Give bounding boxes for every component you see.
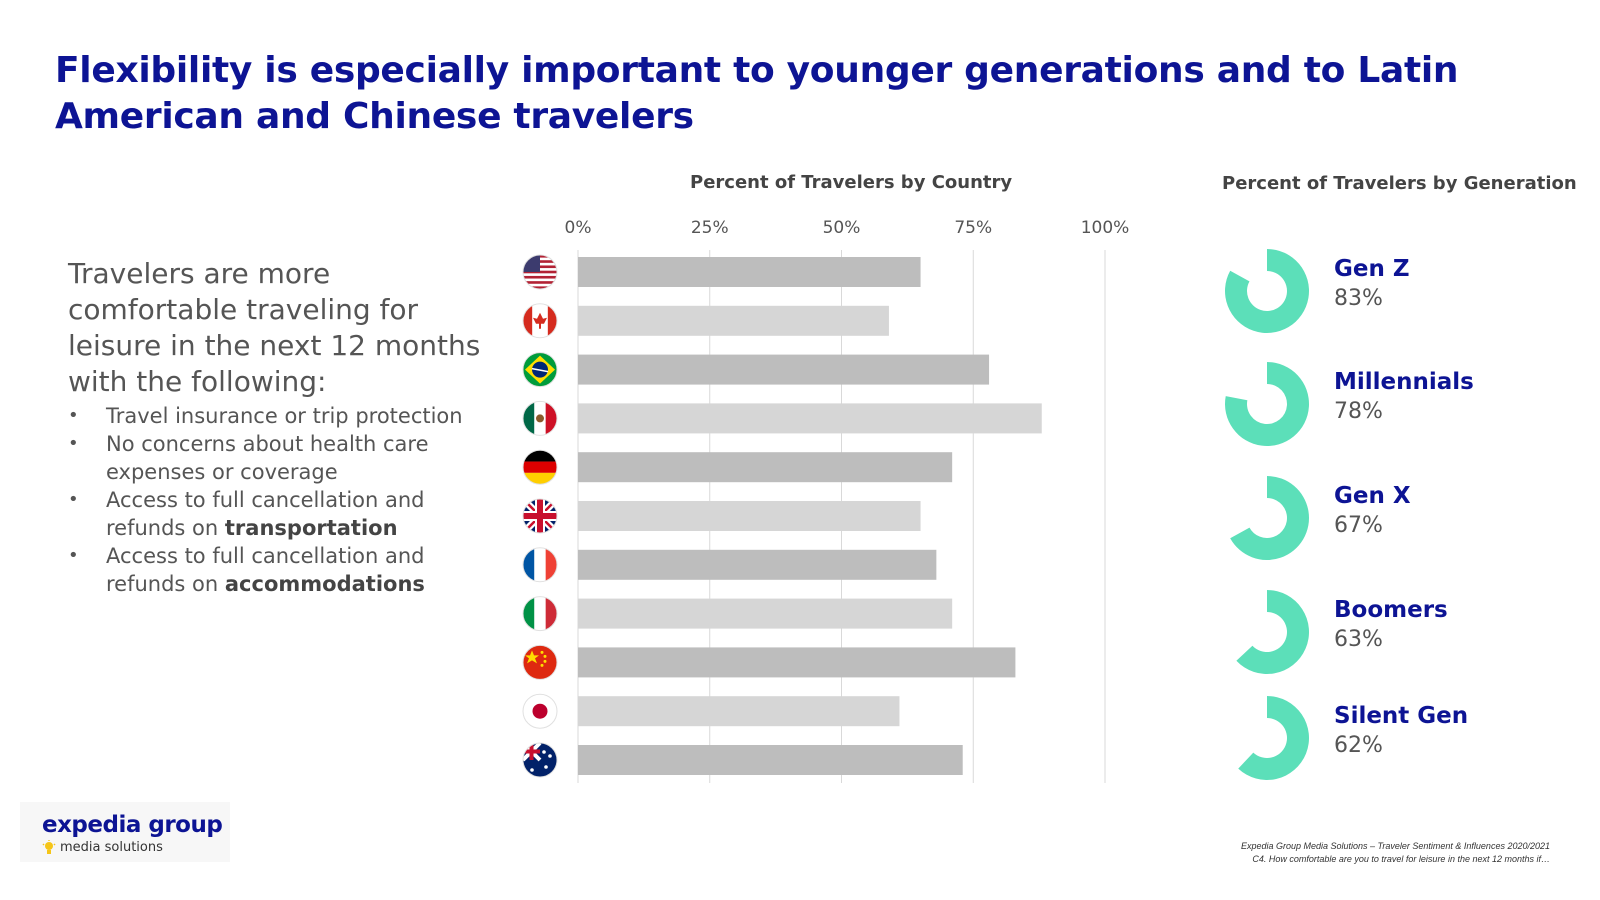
- x-tick-label: 0%: [565, 218, 592, 238]
- donut-chart: [1238, 696, 1309, 780]
- japan-flag-icon: [522, 693, 558, 729]
- generation-item: Gen X 67%: [1224, 475, 1544, 565]
- generation-value: 63%: [1334, 627, 1383, 652]
- generation-value: 83%: [1334, 286, 1383, 311]
- logo-subtitle: media solutions: [60, 840, 163, 855]
- generation-value: 62%: [1334, 733, 1383, 758]
- donut-chart: [1225, 249, 1309, 333]
- bullet-item: Access to full cancellation and refunds …: [68, 486, 488, 542]
- donut-segment: [1238, 696, 1309, 780]
- donut-chart: [1230, 476, 1309, 560]
- bar: [578, 257, 921, 287]
- bullet-bold: transportation: [224, 516, 398, 540]
- bullet-text: No concerns about health care expenses o…: [106, 432, 429, 484]
- bar: [578, 598, 953, 629]
- country-bar-chart: 0% 25% 50% 75% 100%: [522, 218, 1130, 783]
- donut-segment: [1230, 476, 1309, 560]
- bullet-item: Access to full cancellation and refunds …: [68, 542, 488, 598]
- donut-chart: [1236, 590, 1309, 674]
- bar: [578, 696, 900, 727]
- intro-text: Travelers are more comfortable traveling…: [68, 257, 481, 398]
- us-flag-icon: [522, 254, 558, 290]
- generation-name: Boomers: [1334, 597, 1448, 623]
- generation-item: Gen Z 83%: [1224, 248, 1544, 338]
- mexico-flag-icon: [522, 400, 558, 436]
- footnote-source: Expedia Group Media Solutions – Traveler…: [1240, 841, 1550, 851]
- france-flag-icon: [522, 547, 558, 583]
- x-tick-label: 100%: [1081, 218, 1130, 238]
- x-tick-label: 25%: [691, 218, 729, 238]
- footnote-question: C4. How comfortable are you to travel fo…: [1252, 854, 1550, 864]
- logo-wordmark: expedia group: [42, 812, 223, 838]
- donut-segment: [1225, 249, 1309, 333]
- bar: [578, 501, 921, 531]
- generation-item: Silent Gen 62%: [1224, 695, 1544, 785]
- x-tick-label: 50%: [823, 218, 861, 238]
- bar: [578, 745, 963, 775]
- lightbulb-icon: [42, 840, 56, 854]
- bar: [578, 452, 953, 483]
- bar: [578, 647, 1016, 678]
- australia-flag-icon: [522, 742, 558, 778]
- page-title: Flexibility is especially important to y…: [55, 50, 1459, 137]
- x-tick-label: 75%: [954, 218, 992, 238]
- footnote: Expedia Group Media Solutions – Traveler…: [1241, 840, 1550, 866]
- donut-segment: [1236, 590, 1309, 674]
- bullet-list: Travel insurance or trip protection No c…: [68, 402, 488, 598]
- donut-chart: [1225, 362, 1309, 446]
- uk-flag-icon: [522, 498, 558, 534]
- bullet-text: Access to full cancellation and refunds …: [106, 488, 425, 540]
- generation-value: 67%: [1334, 513, 1383, 538]
- generation-name: Gen X: [1334, 483, 1411, 509]
- bullet-text: Travel insurance or trip protection: [106, 404, 463, 428]
- generation-name: Millennials: [1334, 369, 1474, 395]
- china-flag-icon: [522, 644, 558, 680]
- italy-flag-icon: [522, 596, 558, 632]
- generation-item: Millennials 78%: [1224, 361, 1544, 451]
- generation-value: 78%: [1334, 399, 1383, 424]
- bullet-item: Travel insurance or trip protection: [68, 402, 488, 430]
- bar: [578, 305, 889, 336]
- generation-item: Boomers 63%: [1224, 589, 1544, 679]
- bullet-item: No concerns about health care expenses o…: [68, 430, 488, 486]
- bullet-text: Access to full cancellation and refunds …: [106, 544, 425, 596]
- germany-flag-icon: [522, 449, 558, 485]
- donut-segment: [1225, 362, 1309, 446]
- bar: [578, 354, 990, 385]
- bar: [578, 549, 937, 580]
- generation-name: Silent Gen: [1334, 703, 1469, 729]
- expedia-logo: expedia group media solutions: [20, 802, 230, 862]
- bullet-bold: accommodations: [224, 572, 425, 596]
- brazil-flag-icon: [522, 352, 558, 388]
- bar: [578, 403, 1042, 434]
- canada-flag-icon: [522, 303, 558, 339]
- generation-name: Gen Z: [1334, 256, 1410, 282]
- generation-chart-title: Percent of Travelers by Generation: [1222, 173, 1577, 194]
- country-chart-title: Percent of Travelers by Country: [690, 172, 1013, 193]
